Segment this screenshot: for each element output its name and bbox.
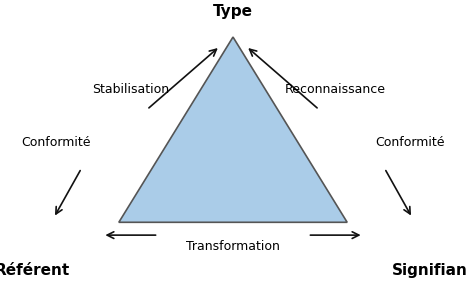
Text: Type: Type [213,4,253,19]
Text: Référent: Référent [0,263,70,278]
Text: Stabilisation: Stabilisation [92,83,169,96]
Text: Transformation: Transformation [186,240,280,253]
Text: Reconnaissance: Reconnaissance [285,83,386,96]
Text: Conformité: Conformité [21,136,91,149]
Text: Conformité: Conformité [375,136,445,149]
Polygon shape [119,37,347,222]
Text: Signifiant: Signifiant [392,263,466,278]
